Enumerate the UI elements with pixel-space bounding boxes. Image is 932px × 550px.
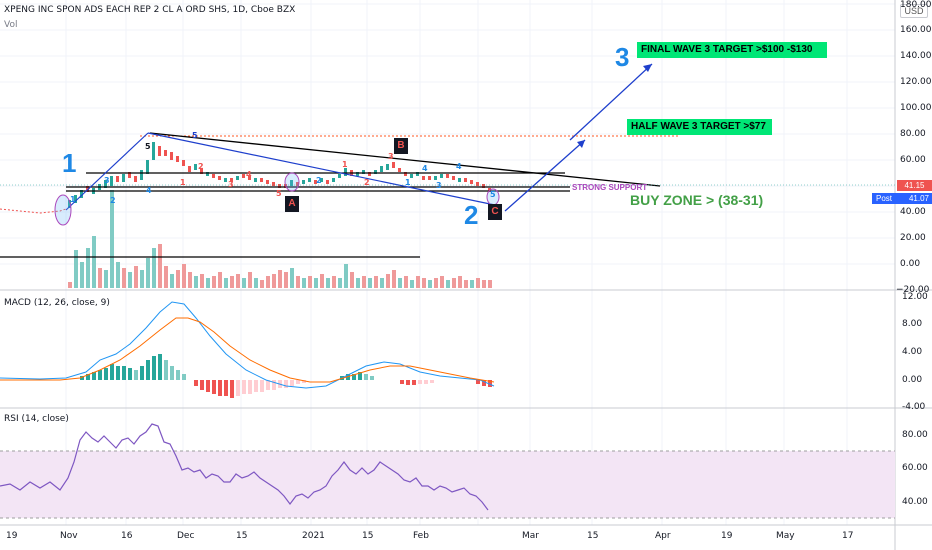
macd-tick: 4.00 [902,347,923,357]
count-label: 3 [228,180,234,189]
price-tick: 100.00 [900,103,932,113]
descending-trendline[interactable] [149,132,661,187]
price-tick: −20.00 [896,285,930,295]
symbol-title[interactable]: XPENG INC SPON ADS EACH REP 2 CL A ORD S… [4,5,296,15]
count-label: 3 [104,176,110,185]
price-tick: 80.00 [900,129,926,139]
half-target-arrow[interactable] [504,139,586,212]
macd-line [0,301,495,389]
time-tick: Mar [522,531,539,541]
time-tick: 16 [121,531,133,541]
volume-label[interactable]: Vol [4,20,18,30]
macd-histogram [80,354,492,398]
macd-title[interactable]: MACD (12, 26, close, 9) [4,298,110,308]
time-tick: 19 [6,531,18,541]
time-tick: 19 [721,531,733,541]
buy-zone-label[interactable]: BUY ZONE > (38-31) [630,192,764,208]
wave-2-label[interactable]: 2 [464,200,479,230]
time-tick: Dec [177,531,195,541]
macd-tick: 8.00 [902,319,923,329]
half-target-label[interactable]: HALF WAVE 3 TARGET >$77 [627,119,772,135]
count-label: 1 [70,195,76,204]
last-price-tag: 41.15 [897,180,932,191]
price-tick: 180.00 [900,0,932,10]
price-tick: 160.00 [900,25,932,35]
time-tick: Feb [413,531,429,541]
final-target-arrow[interactable] [569,63,653,141]
arrowhead [577,140,585,148]
rsi-tick: 80.00 [902,430,928,440]
wave-a-marker[interactable]: A [285,196,299,212]
post-label: Post [876,194,893,203]
count-label: 2 [198,162,204,171]
count-label: 5 [145,142,151,151]
post-market-tag: Post 41.07 [872,193,932,204]
time-tick: 15 [236,531,248,541]
wave-b-marker[interactable]: B [394,138,408,154]
time-tick: May [776,531,795,541]
price-tick: 60.00 [900,155,926,165]
pivot-circle[interactable] [284,172,300,192]
macd-tick: 0.00 [902,375,923,385]
time-tick: 2021 [302,531,325,541]
count-label: 5 [276,189,282,198]
count-label: 2 [364,178,370,187]
time-tick: 17 [842,531,854,541]
arrowhead [643,64,652,72]
rsi-tick: 60.00 [902,463,928,473]
price-tick: 0.00 [900,259,921,269]
currency-button[interactable]: USD [900,4,928,18]
elliott-wave-path[interactable] [65,132,496,211]
signal-line [0,317,495,383]
final-target-label[interactable]: FINAL WAVE 3 TARGET >$100 -$130 [637,42,827,58]
price-tick: 140.00 [900,51,932,61]
price-tick: 120.00 [900,77,932,87]
count-label: 4 [422,164,428,173]
count-label: 3 [388,152,394,161]
time-tick: Apr [655,531,671,541]
count-label: 5 [192,131,198,140]
count-label: 2 [110,196,116,205]
macd-tick: 12.00 [902,292,928,302]
rsi-line [0,423,489,511]
pivot-circle[interactable] [54,194,72,226]
price-gridlines [0,0,895,525]
volume-bars [68,190,492,288]
count-label: 4 [456,162,462,171]
count-label: 4 [146,186,152,195]
wave-3-label[interactable]: 3 [615,42,630,72]
time-tick: 15 [362,531,374,541]
time-axis[interactable]: 19 Nov 16 Dec 15 2021 15 Feb Mar 15 Apr … [0,531,895,547]
count-label: 2 [316,176,322,185]
count-label: 5 [490,190,496,199]
rsi-title[interactable]: RSI (14, close) [4,414,69,424]
count-label: 1 [342,160,348,169]
price-tick: 20.00 [900,233,926,243]
time-tick: Nov [60,531,78,541]
rsi-tick: 40.00 [902,497,928,507]
count-label: 1 [405,178,411,187]
strong-support-label[interactable]: STRONG SUPPORT [572,183,648,192]
candlesticks [68,142,491,208]
price-tick: 40.00 [900,207,926,217]
wave-c-marker[interactable]: C [488,204,502,220]
rsi-band [0,451,895,518]
count-label: 3 [436,181,442,190]
count-label: 1 [180,178,186,187]
macd-tick: -4.00 [902,402,926,412]
post-price: 41.07 [908,194,929,203]
wave-1-label[interactable]: 1 [62,148,77,178]
time-tick: 15 [587,531,599,541]
count-label: 4 [246,170,252,179]
